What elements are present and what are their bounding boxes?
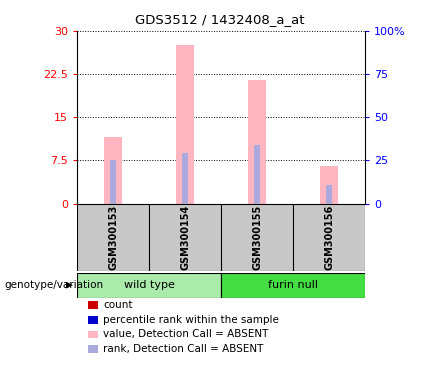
- Text: wild type: wild type: [124, 280, 175, 290]
- Bar: [248, 79, 266, 204]
- Bar: [104, 137, 122, 204]
- Bar: [326, 185, 332, 204]
- Bar: [221, 273, 365, 298]
- Text: count: count: [103, 300, 133, 310]
- Text: value, Detection Call = ABSENT: value, Detection Call = ABSENT: [103, 329, 269, 339]
- Text: GSM300155: GSM300155: [252, 205, 262, 270]
- Text: furin null: furin null: [268, 280, 318, 290]
- Bar: [254, 145, 260, 204]
- Text: GSM300156: GSM300156: [324, 205, 334, 270]
- Bar: [110, 161, 116, 204]
- Text: genotype/variation: genotype/variation: [4, 280, 103, 290]
- Bar: [77, 273, 221, 298]
- Bar: [182, 154, 188, 204]
- Text: percentile rank within the sample: percentile rank within the sample: [103, 315, 279, 325]
- Text: GSM300153: GSM300153: [108, 205, 118, 270]
- Bar: [320, 166, 338, 204]
- Text: rank, Detection Call = ABSENT: rank, Detection Call = ABSENT: [103, 344, 264, 354]
- Bar: [176, 45, 194, 204]
- Text: GDS3512 / 1432408_a_at: GDS3512 / 1432408_a_at: [135, 13, 305, 26]
- Text: GSM300154: GSM300154: [180, 205, 190, 270]
